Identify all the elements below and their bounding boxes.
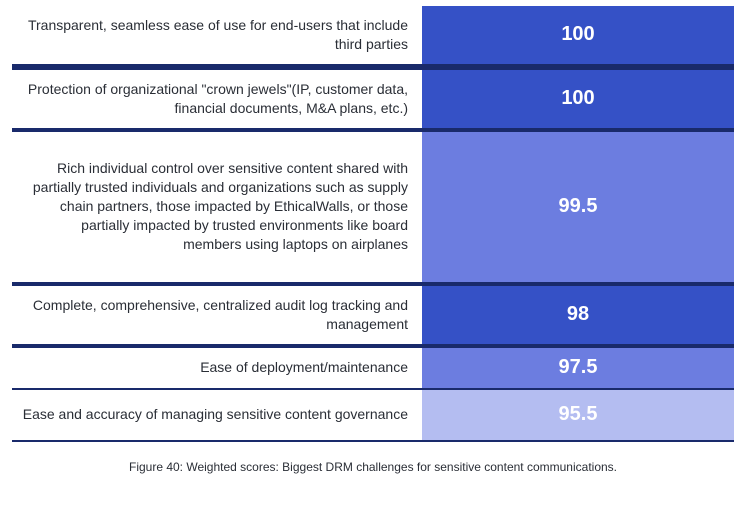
row-value: 97.5 bbox=[422, 348, 734, 388]
chart-row: Protection of organizational "crown jewe… bbox=[12, 70, 734, 132]
row-label: Complete, comprehensive, centralized aud… bbox=[12, 286, 422, 344]
chart-row: Rich individual control over sensitive c… bbox=[12, 132, 734, 286]
row-value: 98 bbox=[422, 286, 734, 344]
chart-rows: Transparent, seamless ease of use for en… bbox=[12, 6, 734, 442]
chart-caption: Figure 40: Weighted scores: Biggest DRM … bbox=[12, 460, 734, 474]
chart-row: Ease and accuracy of managing sensitive … bbox=[12, 390, 734, 442]
row-label: Ease of deployment/maintenance bbox=[12, 348, 422, 388]
chart-row: Transparent, seamless ease of use for en… bbox=[12, 6, 734, 70]
chart-row: Complete, comprehensive, centralized aud… bbox=[12, 286, 734, 348]
row-value: 100 bbox=[422, 70, 734, 128]
chart-row: Ease of deployment/maintenance97.5 bbox=[12, 348, 734, 390]
row-value: 95.5 bbox=[422, 390, 734, 440]
drm-challenges-chart: Transparent, seamless ease of use for en… bbox=[0, 0, 746, 474]
row-label: Ease and accuracy of managing sensitive … bbox=[12, 390, 422, 440]
row-value: 99.5 bbox=[422, 132, 734, 282]
row-value: 100 bbox=[422, 6, 734, 64]
row-label: Protection of organizational "crown jewe… bbox=[12, 70, 422, 128]
row-label: Rich individual control over sensitive c… bbox=[12, 132, 422, 282]
row-label: Transparent, seamless ease of use for en… bbox=[12, 6, 422, 64]
